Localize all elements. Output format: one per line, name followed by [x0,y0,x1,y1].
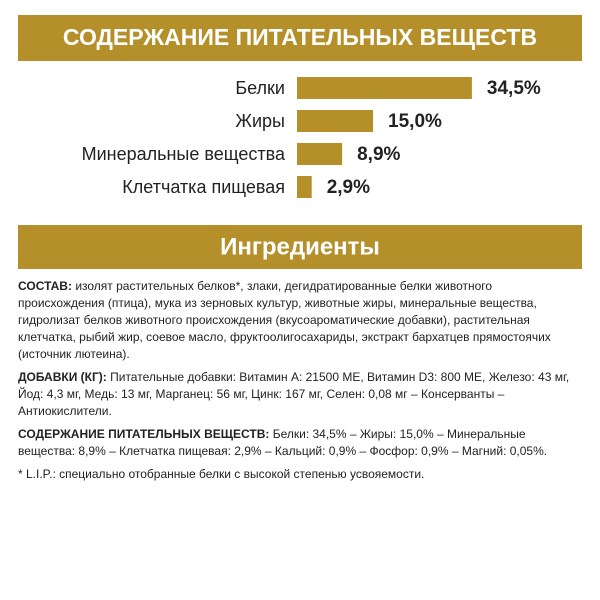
value-label: 8,9% [357,144,400,165]
paragraph: СОДЕРЖАНИЕ ПИТАТЕЛЬНЫХ ВЕЩЕСТВ: Белки: 3… [18,426,578,460]
paragraph: СОСТАВ: изолят растительных белков*, зла… [18,278,578,363]
category-label: Жиры [235,111,285,131]
category-label: Белки [235,78,285,98]
value-label: 2,9% [327,177,370,198]
paragraph-text: изолят растительных белков*, злаки, деги… [18,279,551,361]
ingredients-title: Ингредиенты [220,233,380,260]
value-label: 34,5% [487,78,541,99]
value-label: 15,0% [388,111,442,132]
chart-title: СОДЕРЖАНИЕ ПИТАТЕЛЬНЫХ ВЕЩЕСТВ [63,24,537,50]
paragraph-text: Питательные добавки: Витамин A: 21500 МЕ… [18,370,570,418]
paragraph: * L.I.P.: специально отобранные белки с … [18,466,578,483]
paragraph-lead: СОСТАВ: [18,279,72,293]
ingredients-band [18,225,582,269]
paragraph-text: Белки: 34,5% – Жиры: 15,0% – Минеральные… [18,427,548,458]
category-label: Клетчатка пищевая [122,177,285,197]
title-band [18,15,582,61]
paragraph-text: * L.I.P.: специально отобранные белки с … [18,467,425,481]
bar [297,77,472,99]
bar [297,176,312,198]
paragraph-lead: ДОБАВКИ (КГ): [18,370,107,384]
ingredients-text: СОСТАВ: изолят растительных белков*, зла… [18,278,578,489]
chart: СОДЕРЖАНИЕ ПИТАТЕЛЬНЫХ ВЕЩЕСТВ Ингредиен… [18,15,582,269]
paragraph-lead: СОДЕРЖАНИЕ ПИТАТЕЛЬНЫХ ВЕЩЕСТВ: [18,427,270,441]
bar [297,110,374,132]
paragraph: ДОБАВКИ (КГ): Питательные добавки: Витам… [18,369,578,420]
category-label: Минеральные вещества [82,144,286,164]
bar [297,143,343,165]
